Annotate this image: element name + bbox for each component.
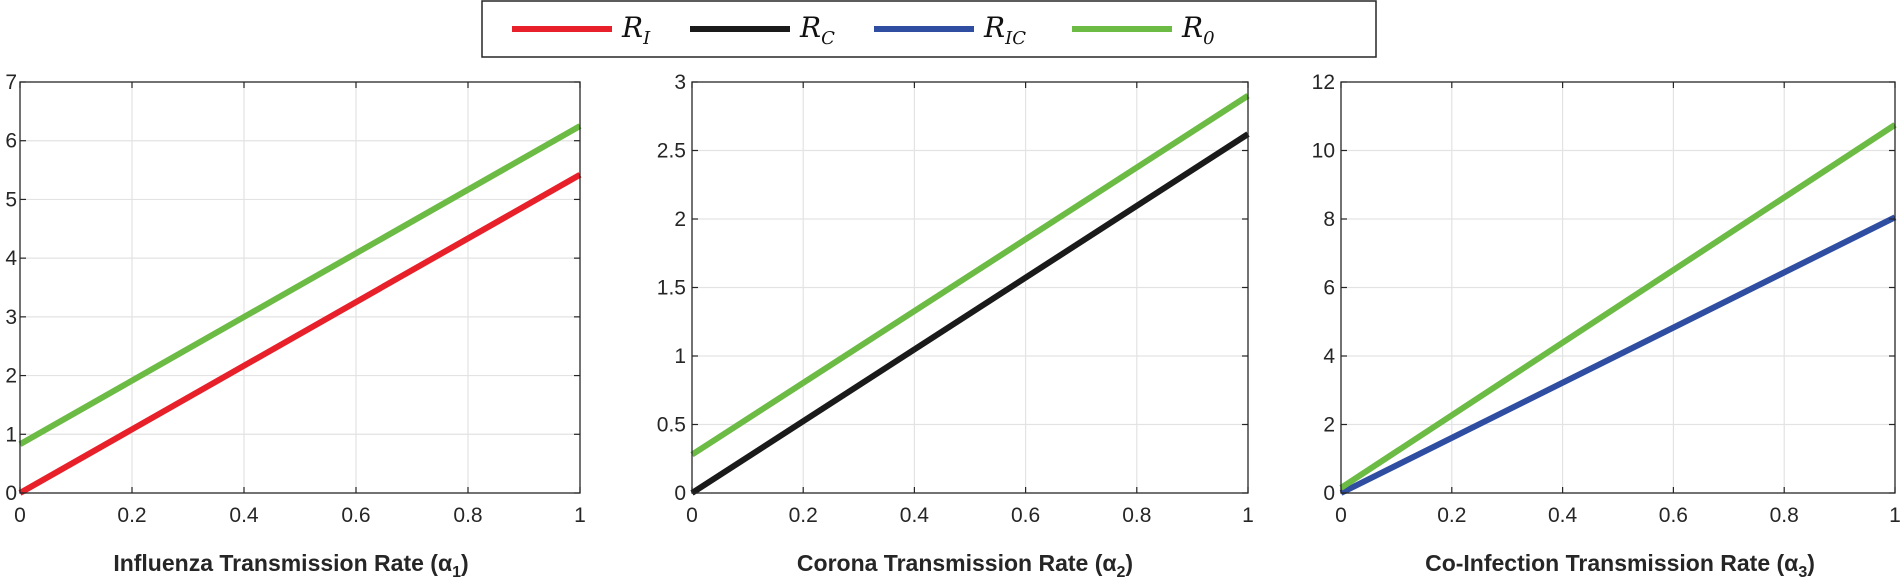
legend-symbol: R <box>799 11 821 44</box>
y-tick-label: 12 <box>1312 71 1335 94</box>
x-axis-label-subscript: 3 <box>1798 564 1807 581</box>
legend-symbol: R <box>1181 11 1203 44</box>
x-axis-label-close: ) <box>461 550 469 576</box>
y-tick-label: 8 <box>1323 208 1335 231</box>
y-tick-label: 10 <box>1312 140 1335 163</box>
x-tick-label: 0.4 <box>1548 504 1578 527</box>
x-tick-label: 0.4 <box>900 504 930 527</box>
legend-symbol: R <box>983 11 1005 44</box>
x-axis-label-text: Co-Infection Transmission Rate (α <box>1425 550 1798 576</box>
y-tick-label: 6 <box>1323 277 1335 300</box>
legend-subscript: C <box>821 28 835 49</box>
y-tick-label: 2 <box>674 208 686 231</box>
legend-label-rc: RC <box>799 11 835 49</box>
legend-label-ric: RIC <box>983 11 1026 49</box>
series-line-r0 <box>690 93 1250 458</box>
legend-subscript: I <box>642 28 651 49</box>
y-tick-label: 1 <box>5 423 17 446</box>
plot-corona: 0 0.2 0.4 0.6 0.8 1 0 0.5 1 1.5 2 2.5 3 Corona Transm… <box>657 71 1254 581</box>
x-axis-label-text: Corona Transmission Rate (α <box>797 550 1117 576</box>
x-tick-label: 0.8 <box>1770 504 1799 527</box>
y-tick-label: 2.5 <box>657 140 686 163</box>
x-tick-label: 0.2 <box>1437 504 1466 527</box>
legend-label-r0: R0 <box>1181 11 1215 49</box>
x-axis-label: Co-Infection Transmission Rate (α3) <box>1425 550 1815 581</box>
y-tick-label: 7 <box>5 71 17 94</box>
x-tick-label: 1 <box>1889 504 1900 527</box>
x-axis-label: Influenza Transmission Rate (α1) <box>113 550 468 581</box>
x-tick-label: 0 <box>686 504 698 527</box>
x-tick-label: 0.8 <box>453 504 482 527</box>
x-tick-label: 1 <box>574 504 586 527</box>
x-axis-label-subscript: 2 <box>1117 564 1126 581</box>
series-line-rc <box>690 131 1250 496</box>
series-line-ri <box>18 172 582 496</box>
y-tick-label: 1 <box>674 345 686 368</box>
x-tick-label: 0.8 <box>1122 504 1151 527</box>
series-line-r0 <box>1339 122 1897 491</box>
y-tick-label: 3 <box>5 306 17 329</box>
legend: RI RC RIC R0 <box>481 0 1377 58</box>
y-tick-label: 6 <box>5 130 17 153</box>
y-tick-label: 2 <box>1323 414 1335 437</box>
plot-influenza: 0 0.2 0.4 0.6 0.8 1 0 1 2 3 4 5 6 7 Influenza Transmis… <box>5 71 586 581</box>
x-axis-label-subscript: 1 <box>452 564 461 581</box>
x-tick-label: 0.6 <box>341 504 370 527</box>
x-axis-label-text: Influenza Transmission Rate (α <box>113 550 452 576</box>
y-tick-label: 2 <box>5 365 17 388</box>
x-axis-label: Corona Transmission Rate (α2) <box>797 550 1133 581</box>
y-tick-label: 4 <box>1323 345 1335 368</box>
y-tick-label: 0 <box>1323 482 1335 505</box>
x-tick-label: 0 <box>14 504 26 527</box>
series-line-ric <box>1339 214 1897 496</box>
y-tick-label: 3 <box>674 71 686 94</box>
y-tick-label: 0 <box>5 482 17 505</box>
y-tick-label: 5 <box>5 188 17 211</box>
x-tick-label: 0.6 <box>1011 504 1040 527</box>
axes-frame <box>19 81 581 494</box>
x-tick-label: 0.2 <box>789 504 818 527</box>
x-tick-label: 0 <box>1335 504 1347 527</box>
x-tick-label: 0.2 <box>117 504 146 527</box>
legend-symbol: R <box>621 11 643 44</box>
x-tick-label: 1 <box>1242 504 1254 527</box>
y-tick-label: 1.5 <box>657 277 686 300</box>
x-axis-label-close: ) <box>1125 550 1133 576</box>
legend-label-ri: RI <box>621 11 651 49</box>
x-tick-label: 0.6 <box>1659 504 1688 527</box>
y-tick-label: 0.5 <box>657 414 686 437</box>
series-line-r0 <box>18 123 582 447</box>
y-tick-label: 4 <box>5 247 17 270</box>
legend-subscript: IC <box>1004 28 1026 49</box>
x-tick-label: 0.4 <box>229 504 259 527</box>
y-tick-label: 0 <box>674 482 686 505</box>
x-axis-label-close: ) <box>1807 550 1815 576</box>
legend-subscript: 0 <box>1203 28 1214 49</box>
